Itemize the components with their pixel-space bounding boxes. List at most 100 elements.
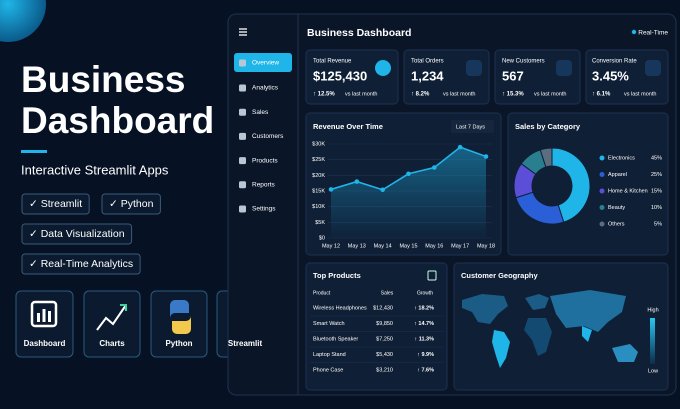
app-card[interactable] (15, 290, 74, 358)
legend-label: Beauty (608, 205, 625, 211)
kpi-note: vs last month (534, 91, 566, 97)
value-label: 15% (651, 188, 662, 194)
y-tick-label: $10K (312, 204, 325, 210)
nav-item[interactable]: Analytics (252, 85, 279, 92)
nav-item[interactable]: Overview (252, 60, 279, 67)
tag (21, 223, 133, 245)
nav-item[interactable]: Sales (252, 109, 269, 116)
legend-swatch (599, 155, 605, 161)
nav-icon (239, 157, 246, 165)
value-label: 5% (654, 221, 662, 227)
app-label: Streamlit (228, 339, 263, 348)
table-header: Sales (381, 290, 394, 296)
kpi-value: $125,430 (313, 68, 367, 83)
x-tick-label: May 13 (348, 243, 366, 249)
range-select[interactable] (451, 120, 494, 133)
icon-dashboard (30, 300, 58, 328)
donut-slice (539, 147, 553, 168)
tag (101, 193, 161, 215)
tag-label: ✓ Real-Time Analytics (29, 258, 133, 270)
nav-item[interactable]: Products (252, 157, 278, 164)
point (354, 179, 360, 184)
point (457, 144, 463, 150)
table-cell: $12,430 (373, 305, 393, 311)
chart-title: Revenue Over Time (313, 122, 383, 131)
glow (0, 0, 46, 42)
kpi-value: 1,234 (411, 68, 444, 83)
nav-icon (239, 205, 246, 213)
icon-bar (37, 313, 40, 322)
kpi-icon (556, 60, 572, 76)
nav-icon (239, 59, 246, 67)
kpi-icon (466, 60, 482, 76)
kpi-note: vs last month (345, 91, 377, 97)
nav-item[interactable]: Reports (252, 182, 276, 189)
table-cell: $3,210 (376, 367, 393, 373)
legend-label: Others (608, 221, 625, 227)
kpi-note: vs last month (624, 91, 656, 97)
table-cell: Phone Case (313, 367, 343, 373)
icon-bar (48, 311, 51, 322)
y-tick-label: $30K (312, 141, 325, 147)
point (432, 165, 437, 170)
kpi-label: Total Revenue (313, 59, 352, 65)
legend-swatch (599, 221, 605, 227)
kpi-change: ↑ 12.5% (313, 92, 335, 98)
status-dot (631, 29, 637, 35)
accent-line (21, 150, 47, 153)
tag (21, 253, 141, 275)
nav-item[interactable]: Customers (252, 133, 284, 140)
point (483, 154, 489, 159)
tag-label: ✓ Python (109, 198, 154, 210)
x-tick-label: May 17 (451, 243, 469, 249)
tag (21, 193, 90, 215)
y-tick-label: $15K (312, 188, 325, 194)
point (406, 171, 411, 177)
map-legend-label: High (647, 307, 658, 313)
y-tick-label: $5K (315, 220, 325, 226)
menu-icon[interactable] (239, 28, 247, 36)
icon-python (170, 300, 189, 318)
x-tick-label: May 18 (477, 243, 495, 249)
point (380, 187, 385, 193)
table-title: Top Products (313, 271, 361, 280)
tag-label: ✓ Streamlit (29, 198, 82, 210)
kpi-label: Conversion Rate (592, 59, 637, 65)
point (328, 187, 334, 192)
area (331, 147, 486, 238)
table-cell: $7,250 (376, 336, 393, 342)
table-cell: ↑ 18.2% (414, 305, 434, 311)
table-cell: Smart Watch (313, 321, 345, 327)
icon-python (172, 316, 191, 334)
export-icon[interactable] (427, 270, 437, 281)
icon-charts (96, 304, 127, 331)
kpi-change: ↑ 15.3% (502, 92, 524, 98)
icon-arrow (120, 304, 127, 311)
kpi-label: Total Orders (411, 59, 444, 65)
kpi-icon (375, 60, 391, 76)
legend-label: Electronics (608, 155, 635, 161)
range-label: Last 7 Days (456, 124, 485, 130)
nav-icon (239, 132, 246, 140)
map-title: Customer Geography (461, 271, 539, 280)
nav-icon (239, 181, 246, 189)
x-tick-label: May 14 (374, 243, 392, 249)
kpi-value: 567 (502, 68, 524, 83)
kpi-change: ↑ 6.1% (592, 92, 611, 98)
donut-slice (551, 147, 591, 223)
table-cell: ↑ 9.9% (417, 352, 434, 358)
nav-item[interactable]: Settings (252, 206, 276, 213)
app-label: Charts (99, 339, 125, 348)
legend-label: Home & Kitchen (608, 188, 648, 194)
y-tick-label: $0 (319, 235, 325, 241)
value-label: 45% (651, 155, 662, 161)
x-tick-label: May 16 (425, 243, 443, 249)
nav-icon (239, 84, 246, 92)
map (462, 290, 638, 368)
app-label: Dashboard (24, 339, 66, 348)
table-header: Product (313, 290, 331, 296)
map-legend-label: Low (648, 368, 658, 374)
tag-label: ✓ Data Visualization (29, 228, 125, 240)
table-cell: Laptop Stand (313, 352, 346, 358)
